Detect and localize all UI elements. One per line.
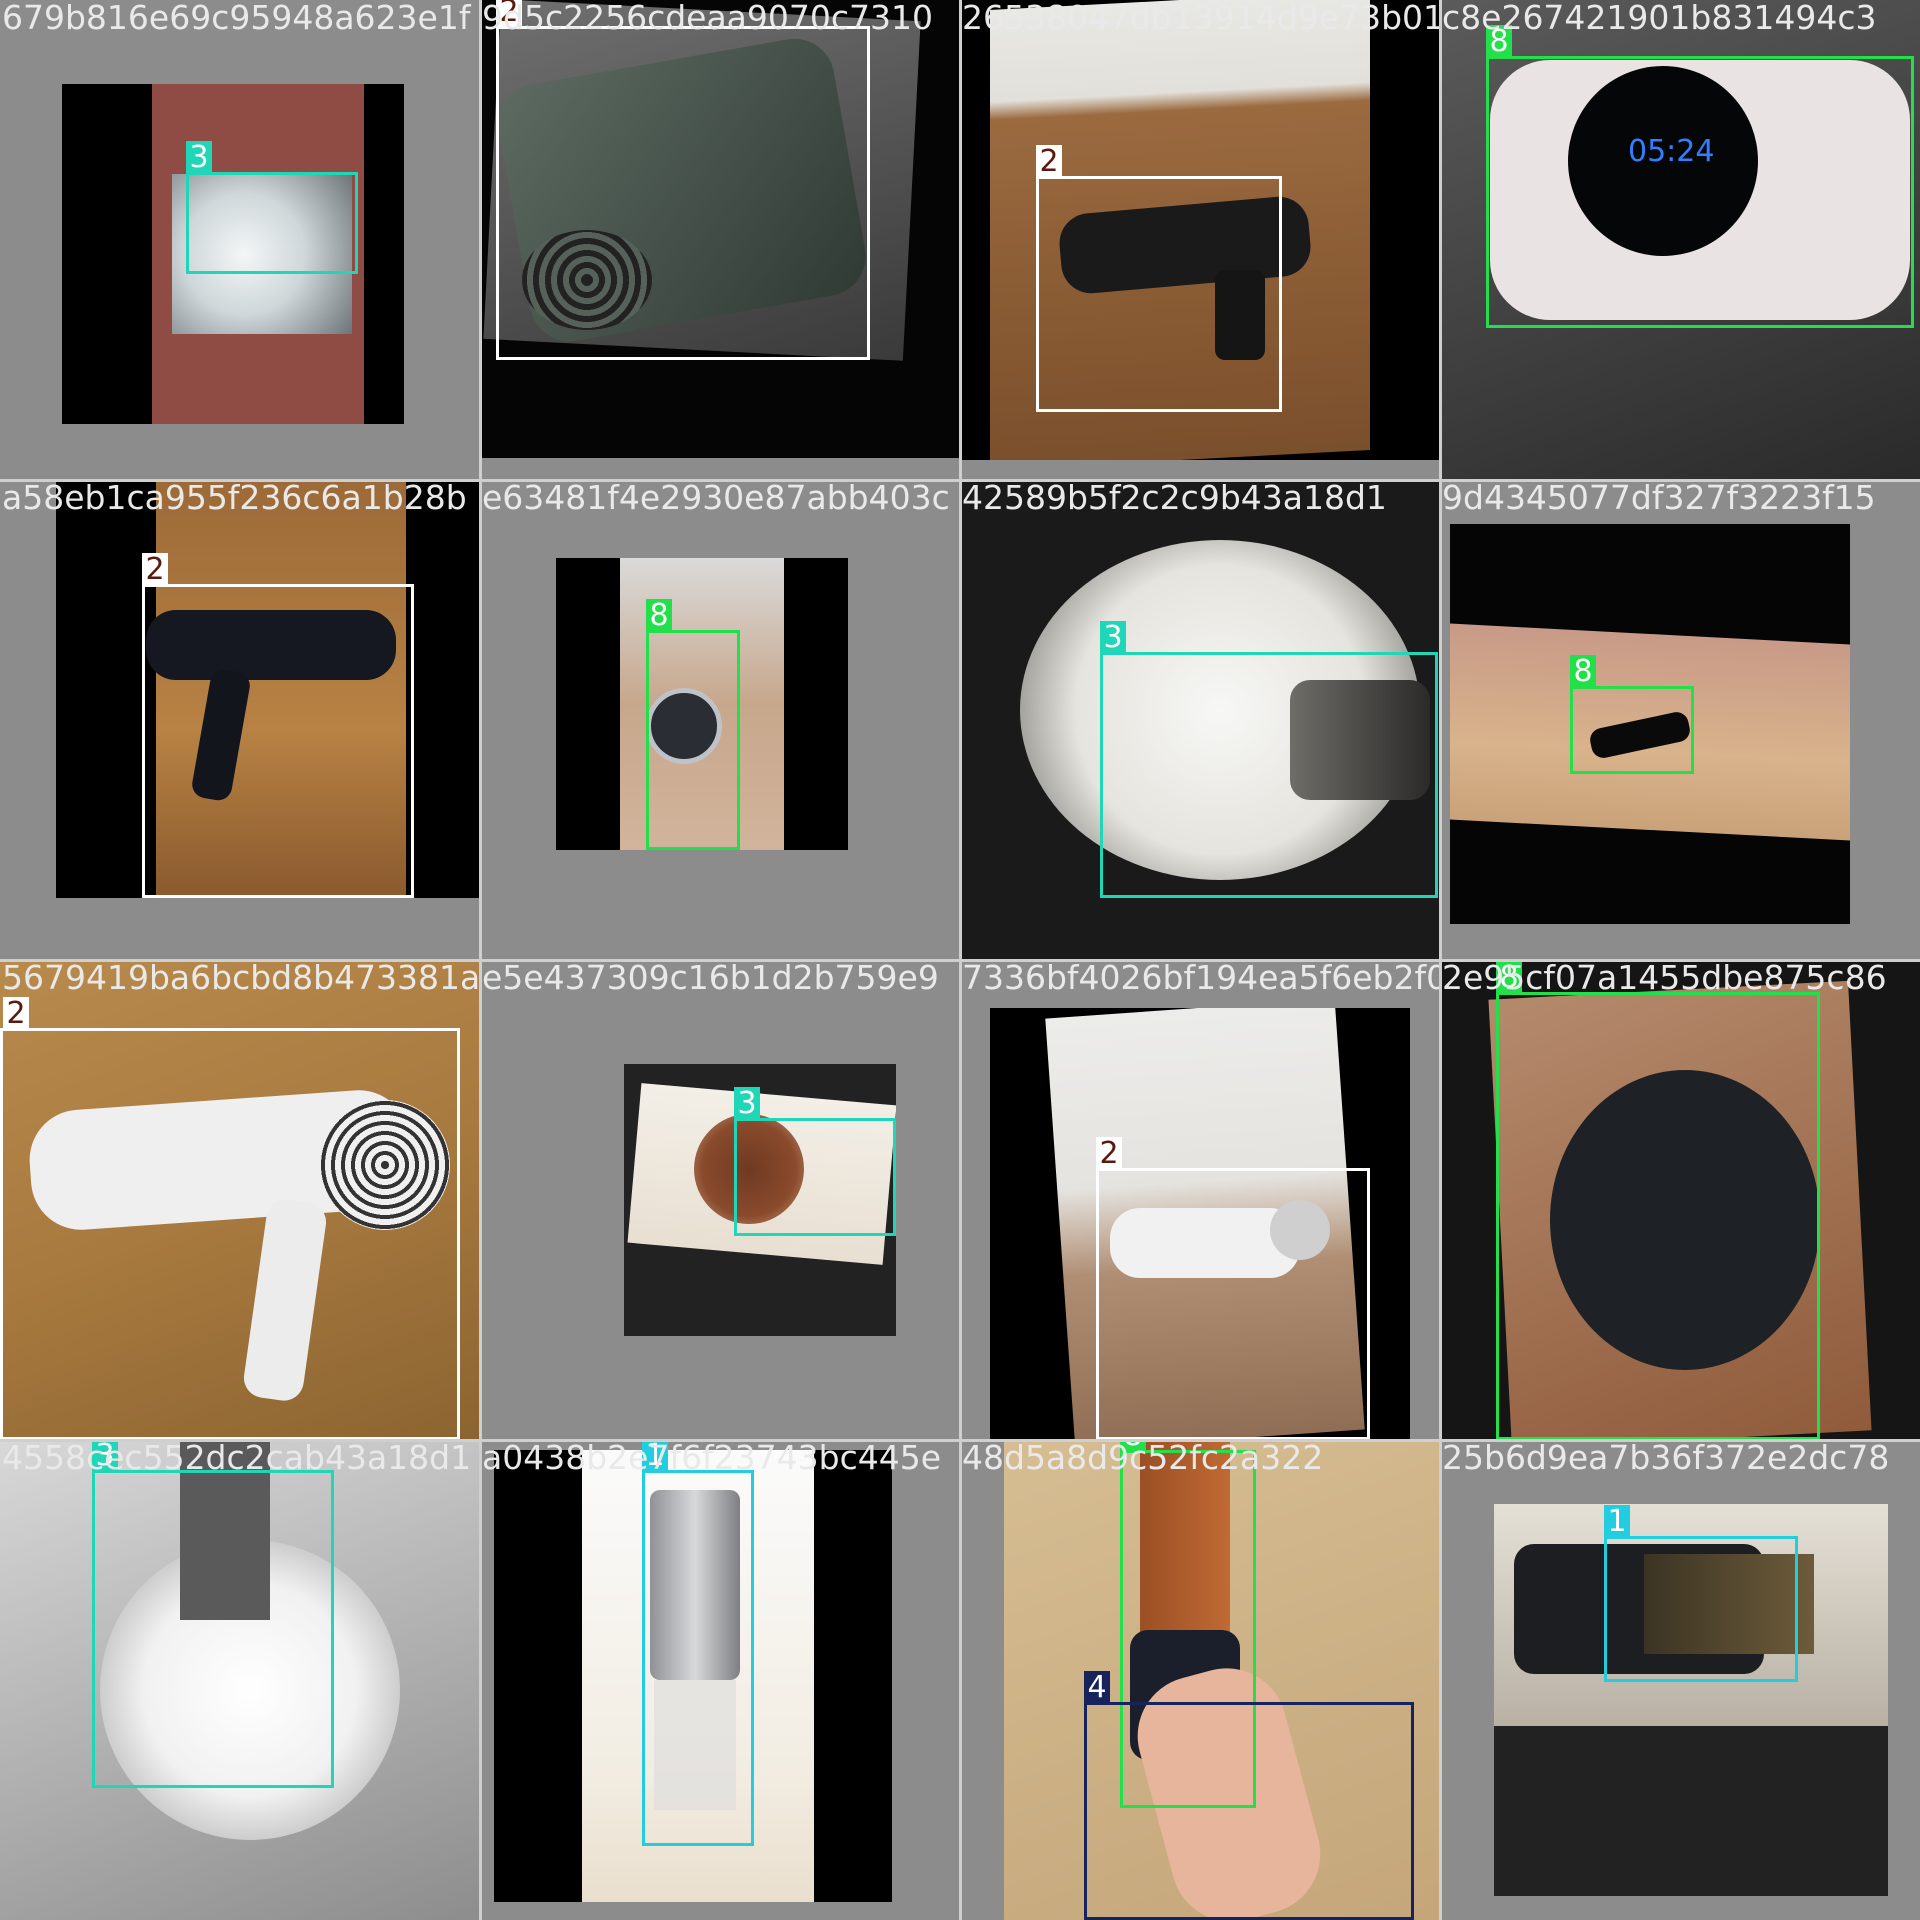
detection-box-frother: 3 (1100, 621, 1438, 898)
tile-8: 8 9d4345077df327f3223f15 (1440, 480, 1920, 960)
detection-box-dryer: 2 (142, 553, 414, 898)
class-label: 1 (1604, 1505, 1630, 1539)
class-label: 2 (496, 0, 522, 29)
tile-12: 8 2e95cf07a1455dbe875c86 (1440, 960, 1920, 1440)
tile-1: 3 679b816e69c95948a623e1f (0, 0, 480, 480)
detection-box-dryer: 2 (1036, 145, 1282, 412)
photo-hair-dryer (482, 0, 960, 458)
tile-6: 8 e63481f4e2930e87abb403c (480, 480, 960, 960)
photo-hair-dryer-cabinet (990, 1008, 1410, 1440)
tile-16: 1 25b6d9ea7b36f372e2dc78 (1440, 1440, 1920, 1920)
class-label: 8 (1120, 1440, 1146, 1453)
tile-14: 1 a0438b2e7f6f23743bc445e (480, 1440, 960, 1920)
separator-h2 (0, 959, 1920, 962)
detection-box-frother: 3 (734, 1087, 896, 1236)
detection-box-frother: 3 (186, 141, 358, 274)
tile-caption: e63481f4e2930e87abb403c (482, 480, 950, 517)
tile-13: 3 4558cec552dc2cab43a18d1 (0, 1440, 480, 1920)
class-label: 8 (1486, 25, 1512, 59)
photo-coffee-grinder (494, 1450, 892, 1902)
detection-box-watch: 8 (1570, 655, 1694, 774)
tile-caption: 25b6d9ea7b36f372e2dc78 (1442, 1440, 1890, 1477)
photo-hair-dryer-hand (56, 480, 480, 898)
separator-h1 (0, 479, 1920, 482)
photo-hair-dryer-black (960, 0, 1440, 460)
class-label: 4 (1084, 1671, 1110, 1705)
photo-fitness-band (1450, 524, 1850, 924)
tile-15: 8 4 48d5a8d9c52fc2a322 (960, 1440, 1440, 1920)
class-label: 1 (642, 1440, 668, 1473)
tile-11: 2 7336bf4026bf194ea5f6eb2f0 (960, 960, 1440, 1440)
tile-3: 2 26538047db13914d9e73b01 (960, 0, 1440, 480)
class-label: 2 (142, 553, 168, 587)
detection-box-watch: 8 (1486, 25, 1914, 328)
photo-hair-dryer-white (0, 960, 480, 1440)
class-label: 3 (734, 1087, 760, 1121)
tile-caption: 9d4345077df327f3223f15 (1442, 480, 1876, 517)
photo-milk-pitcher (960, 480, 1440, 960)
detection-box-grinder: 1 (642, 1440, 754, 1846)
detection-box-frother: 3 (92, 1440, 334, 1788)
tile-4: 05:24 8 c8e267421901b831494c3 (1440, 0, 1920, 480)
tile-caption: e5e437309c16b1d2b759e9 (482, 960, 939, 997)
class-label: 3 (92, 1440, 118, 1473)
photo-smartwatch-screen (1440, 960, 1920, 1440)
tile-7: 3 42589b5f2c2c9b43a18d1 (960, 480, 1440, 960)
detection-box-dryer: 2 (0, 997, 460, 1440)
detection-box-grinder: 1 (1604, 1505, 1798, 1682)
class-label: 2 (3, 997, 29, 1031)
class-label: 2 (1036, 145, 1062, 179)
photo-milk-frother (62, 84, 404, 424)
separator-h3 (0, 1439, 1920, 1442)
tile-10: 3 e5e437309c16b1d2b759e9 (480, 960, 960, 1440)
detection-box-hand: 4 (1084, 1671, 1414, 1920)
photo-grinder-jar (1494, 1504, 1888, 1896)
detection-box-dryer: 2 (1096, 1137, 1370, 1440)
detection-box-watch: 8 (646, 599, 740, 850)
class-label: 8 (1496, 961, 1522, 995)
tile-9: 2 5679419ba6bcbd8b473381a (0, 960, 480, 1440)
class-label: 8 (646, 599, 672, 633)
tile-5: 2 a58eb1ca955f236c6a1b28b (0, 480, 480, 960)
class-label: 3 (186, 141, 212, 175)
photo-coffee-frother (624, 1064, 896, 1336)
class-label: 3 (1100, 621, 1126, 655)
detection-box-watch: 8 (1496, 961, 1820, 1440)
tile-2: 2 9d5c2256cdeaa9070c7310 (480, 0, 960, 480)
class-label: 8 (1570, 655, 1596, 689)
detection-box-watch: 8 (1120, 1440, 1256, 1808)
tile-caption: 679b816e69c95948a623e1f (2, 0, 471, 37)
detection-box-dryer: 2 (496, 0, 870, 360)
photo-smartwatch-leather (1004, 1440, 1440, 1920)
class-label: 2 (1096, 1137, 1122, 1171)
tile-caption: 7336bf4026bf194ea5f6eb2f0 (962, 960, 1440, 997)
photo-smartwatch-round: 05:24 (1440, 0, 1920, 480)
